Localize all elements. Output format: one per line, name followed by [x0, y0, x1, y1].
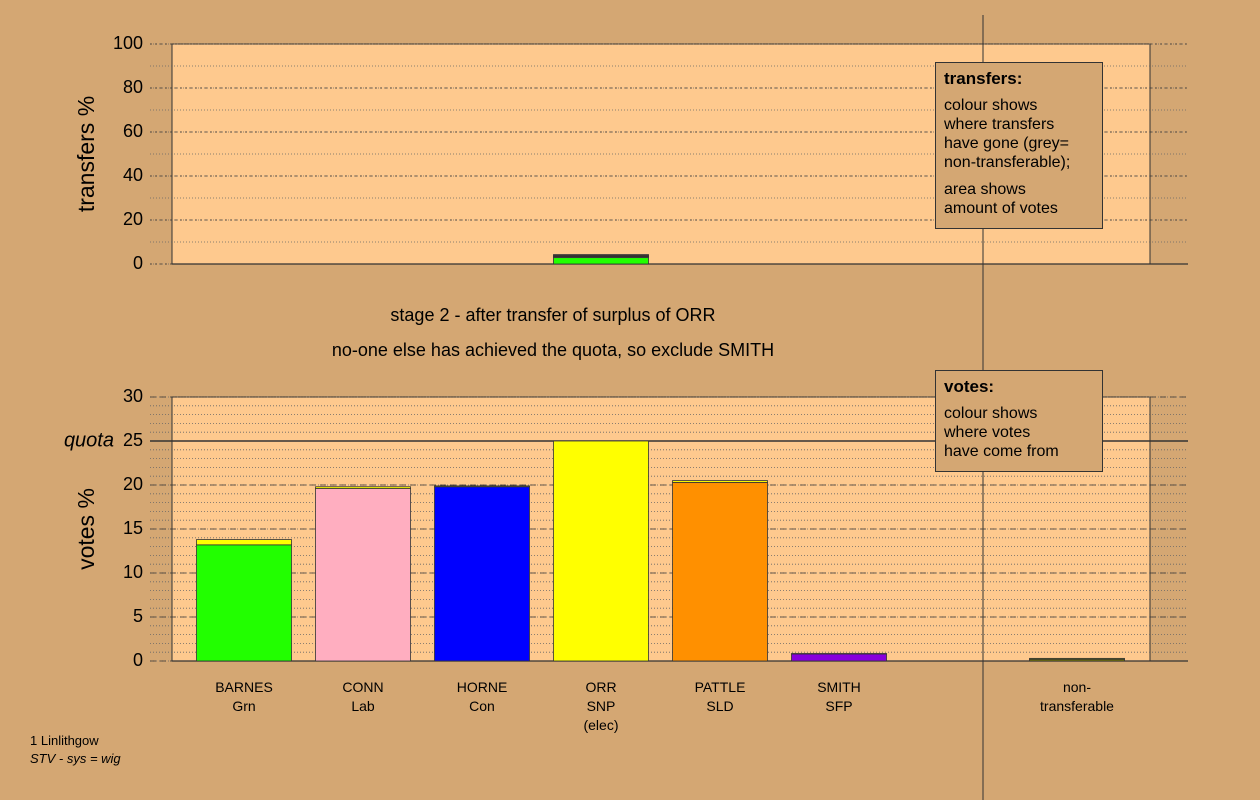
bar-segment: [553, 254, 649, 256]
x-tick-label: PATTLE SLD: [694, 679, 746, 714]
y-tick-label: 0: [133, 650, 143, 670]
y-axis-label: votes %: [73, 488, 99, 570]
y-tick-label: 20: [123, 474, 143, 494]
footer: STV - sys = wig: [30, 751, 121, 766]
y-tick-label: 100: [113, 33, 143, 53]
bar-segment: [196, 544, 292, 662]
bar-segment: [553, 440, 649, 662]
y-tick-label: 10: [123, 562, 143, 582]
x-tick-label: SMITH SFP: [817, 679, 861, 714]
bar-segment: [672, 481, 768, 662]
y-tick-label: 60: [123, 121, 143, 141]
y-tick-label: 80: [123, 77, 143, 97]
bar-segment: [434, 486, 530, 662]
x-tick-label: BARNES Grn: [215, 679, 273, 714]
y-tick-label: 0: [133, 253, 143, 273]
y-tick-label: 40: [123, 165, 143, 185]
bar-segment: [1029, 657, 1125, 660]
quota-label: quota: [64, 429, 114, 451]
bar-segment: [553, 257, 649, 265]
box-text: colour shows where votes have come from: [944, 405, 1059, 460]
x-tick-label: ORR SNP (elec): [583, 679, 619, 733]
box-text: area shows amount of votes: [944, 181, 1058, 217]
x-tick-label: non- transferable: [1040, 679, 1114, 714]
x-tick-label: HORNE Con: [456, 679, 508, 714]
y-tick-label: 15: [123, 518, 143, 538]
bar-segment: [434, 485, 530, 488]
y-axis-label: transfers %: [73, 96, 99, 212]
y-tick-label: 30: [123, 386, 143, 406]
stage-text: stage 2 - after transfer of surplus of O…: [390, 305, 716, 325]
bar-segment: [315, 488, 411, 662]
bar-segment: [196, 539, 292, 546]
bar-segment: [315, 486, 411, 489]
y-tick-label: 20: [123, 209, 143, 229]
bar-segment: [672, 480, 768, 483]
bar-segment: [791, 653, 887, 662]
box-title: transfers:: [944, 69, 1023, 88]
box-text: colour shows where transfers have gone (…: [944, 97, 1071, 171]
y-tick-label: 5: [133, 606, 143, 626]
box-title: votes:: [944, 377, 995, 396]
stage-text: no-one else has achieved the quota, so e…: [331, 340, 775, 360]
info-box: votes: colour shows where votes have com…: [935, 370, 1103, 472]
y-tick-label: 25: [123, 430, 143, 450]
x-tick-label: CONN Lab: [342, 679, 384, 714]
info-box: transfers: colour shows where transfers …: [935, 62, 1103, 229]
footer: 1 Linlithgow: [30, 733, 99, 748]
